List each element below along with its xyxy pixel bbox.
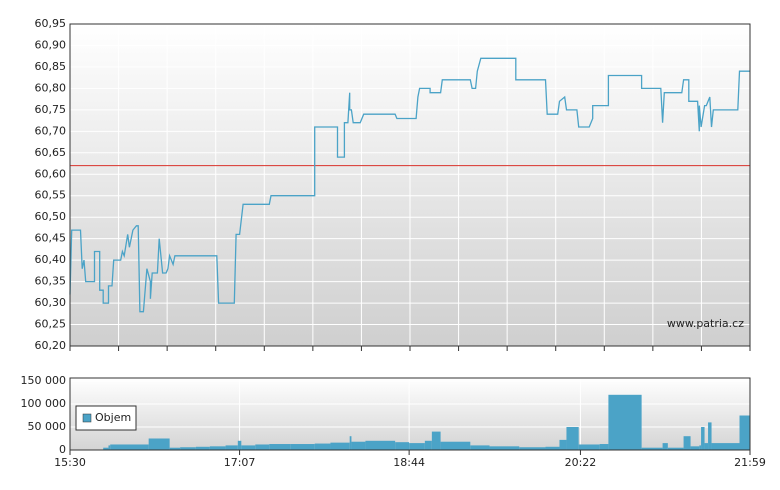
- panel-border: [69, 377, 751, 451]
- volume-bar: [599, 444, 609, 450]
- volume-bar: [431, 431, 441, 450]
- y-tick-label: 60,60: [35, 167, 67, 180]
- y-tick-label: 60,90: [35, 38, 67, 51]
- price-line: [69, 57, 750, 313]
- volume-bar: [269, 444, 291, 450]
- watermark: www.patria.cz: [667, 317, 744, 330]
- volume-bar: [195, 446, 210, 450]
- volume-bar: [667, 447, 684, 450]
- volume-bar: [699, 445, 702, 450]
- volume-bar: [237, 440, 242, 450]
- volume-bar: [330, 442, 350, 450]
- legend-swatch: [82, 413, 92, 423]
- y-tick-label: 60,85: [35, 60, 67, 73]
- y-tick-label: 100 000: [21, 397, 67, 410]
- volume-bar: [519, 447, 546, 450]
- y-tick-label: 0: [59, 443, 66, 456]
- volume-bar: [711, 443, 740, 450]
- volume-bar: [701, 427, 705, 450]
- y-tick-label: 60,55: [35, 189, 67, 202]
- volume-bar: [108, 445, 111, 450]
- y-tick-label: 60,25: [35, 318, 67, 331]
- volume-bar: [365, 440, 396, 450]
- volume-bar: [314, 443, 331, 450]
- y-tick-label: 60,30: [35, 296, 67, 309]
- volume-bar: [424, 440, 432, 450]
- volume-bar: [662, 443, 668, 450]
- volume-bar: [180, 447, 196, 450]
- volume-bar: [683, 436, 691, 450]
- volume-bar: [489, 446, 520, 450]
- legend-box: [75, 405, 137, 431]
- panel-border: [69, 23, 751, 347]
- y-tick-label: 60,70: [35, 124, 67, 137]
- x-tick-label: 17:07: [224, 456, 256, 469]
- x-tick-label: 18:44: [393, 456, 425, 469]
- y-tick-label: 60,95: [35, 17, 67, 30]
- y-tick-label: 60,35: [35, 275, 67, 288]
- y-tick-label: 60,20: [35, 339, 67, 352]
- volume-bar: [349, 436, 352, 450]
- y-tick-label: 60,80: [35, 81, 67, 94]
- volume-bar: [290, 444, 315, 450]
- y-tick-label: 60,75: [35, 103, 67, 116]
- y-tick-label: 60,45: [35, 232, 67, 245]
- volume-bar: [351, 441, 366, 450]
- volume-bar: [241, 445, 256, 450]
- volume-bar: [608, 394, 642, 450]
- x-tick-label: 21:59: [734, 456, 766, 469]
- y-tick-label: 60,50: [35, 210, 67, 223]
- volume-bar: [395, 442, 410, 450]
- volume-bar: [690, 446, 700, 450]
- volume-bar: [704, 443, 709, 450]
- x-tick-label: 20:22: [565, 456, 597, 469]
- volume-bar: [566, 427, 579, 450]
- y-tick-label: 150 000: [21, 374, 67, 387]
- volume-bar: [559, 439, 567, 450]
- volume-bar: [641, 447, 663, 450]
- legend-label: Objem: [95, 411, 131, 424]
- volume-bar: [708, 422, 712, 450]
- volume-bar: [470, 445, 490, 450]
- volume-bar: [148, 438, 170, 450]
- volume-bar: [209, 446, 226, 450]
- volume-bar: [545, 446, 560, 450]
- volume-bar: [578, 444, 600, 450]
- volume-bar: [739, 415, 750, 450]
- volume-bar: [409, 443, 425, 450]
- volume-bar: [169, 447, 181, 450]
- y-tick-label: 60,40: [35, 253, 67, 266]
- volume-bar: [440, 441, 471, 450]
- volume-bar: [110, 444, 149, 450]
- volume-panel: [70, 378, 750, 450]
- volume-bar: [103, 447, 109, 450]
- y-tick-label: 50 000: [28, 420, 67, 433]
- volume-bar: [225, 445, 238, 450]
- volume-bar: [255, 444, 270, 450]
- y-tick-label: 60,65: [35, 146, 67, 159]
- x-tick-label: 15:30: [54, 456, 86, 469]
